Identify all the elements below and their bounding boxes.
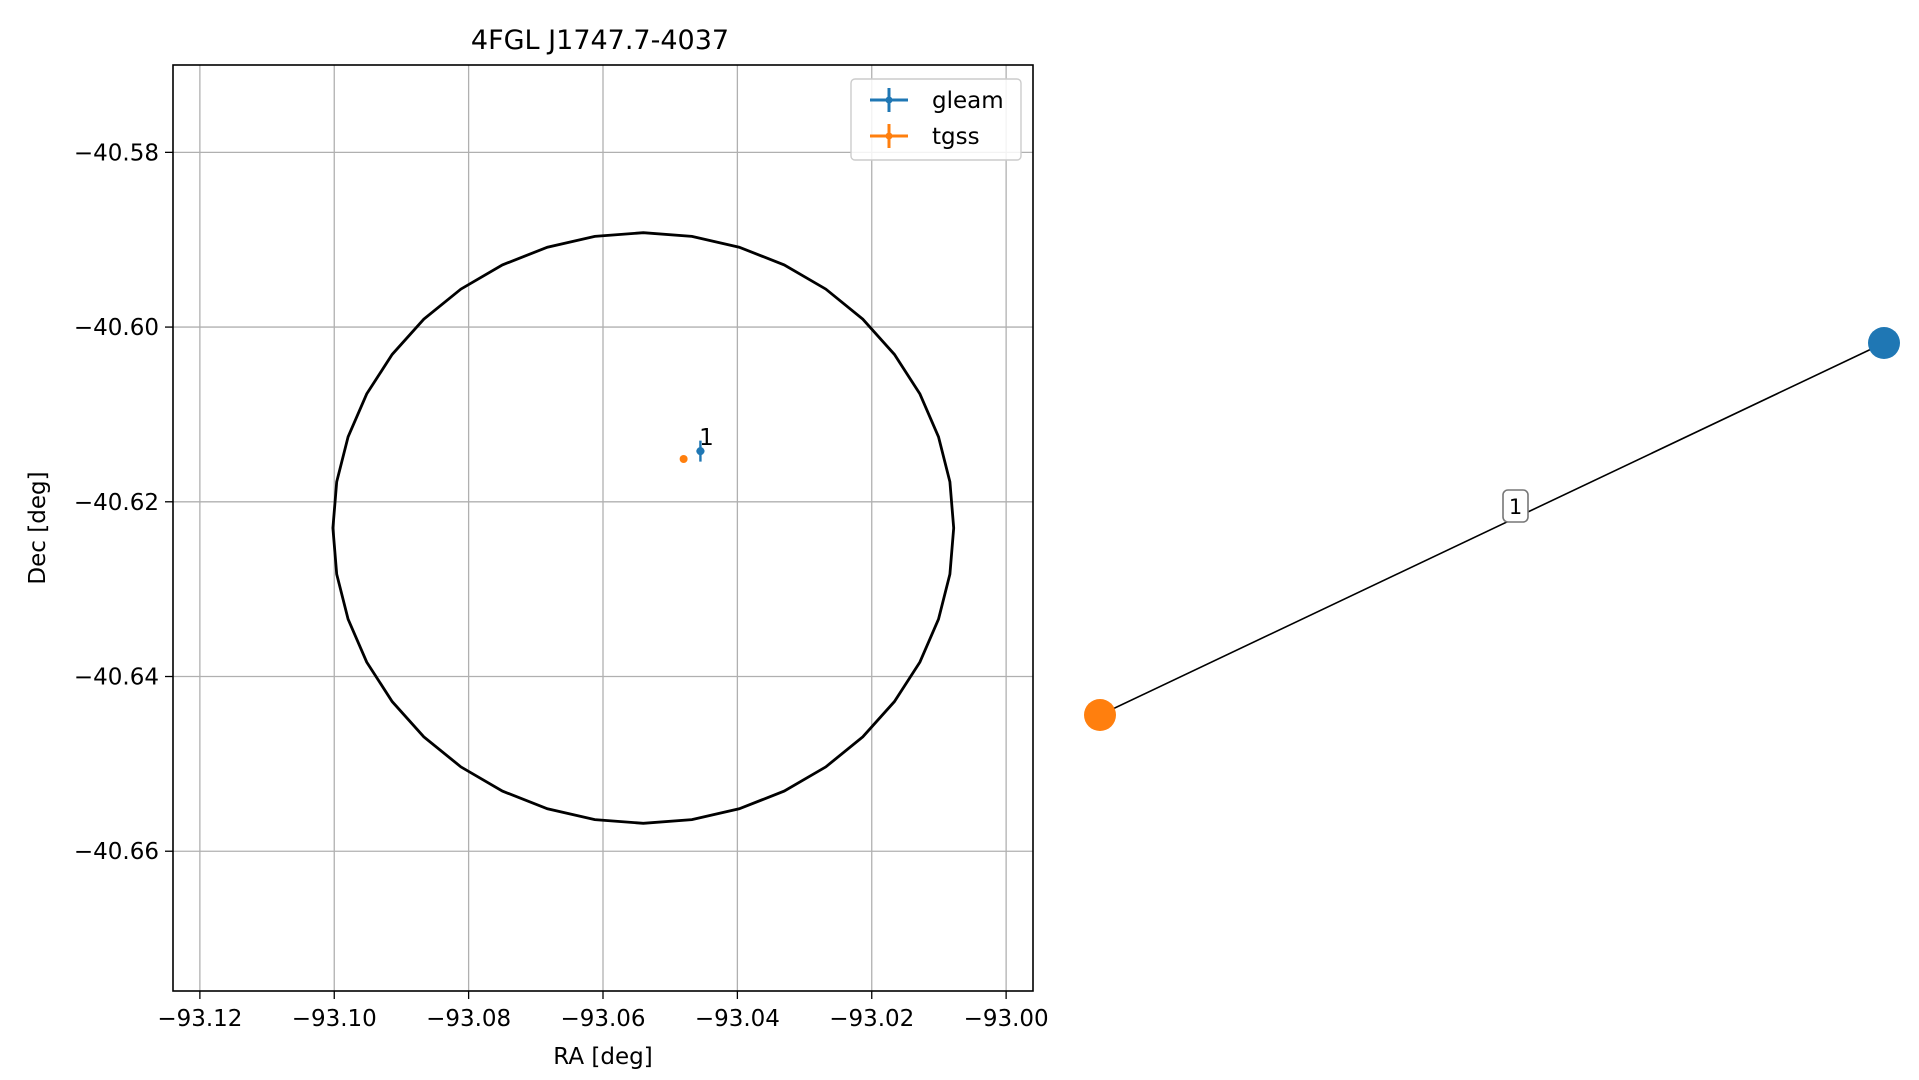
x-tick-label: −93.06	[560, 1006, 645, 1032]
y-tick-label: −40.58	[74, 140, 159, 166]
x-tick-label: −93.08	[426, 1006, 511, 1032]
y-tick-label: −40.66	[74, 839, 159, 865]
y-tick-label: −40.62	[74, 490, 159, 516]
x-tick-label: −93.10	[292, 1006, 377, 1032]
x-tick-label: −93.00	[964, 1006, 1049, 1032]
legend-marker-gleam	[870, 88, 908, 112]
y-axis-label: Dec [deg]	[25, 471, 51, 584]
match-network: 1	[1084, 327, 1900, 731]
x-axis-label: RA [deg]	[553, 1044, 652, 1070]
data-point-tgss	[679, 454, 688, 463]
localization-circle-outline	[331, 231, 956, 825]
y-tick-label: −40.60	[74, 315, 159, 341]
legend-marker-tgss	[870, 124, 908, 148]
sky-position-chart: 4FGL J1747.7-4037 1 −93.12 −93.10 −93.08 −9…	[25, 25, 1049, 1070]
y-tick-label: −40.64	[74, 665, 159, 691]
legend-label-tgss: tgss	[932, 124, 980, 150]
chart-title: 4FGL J1747.7-4037	[471, 25, 729, 56]
network-edge-label-box	[1502, 489, 1529, 523]
x-tick-label: −93.12	[157, 1006, 242, 1032]
x-tick-label: −93.02	[829, 1006, 914, 1032]
legend-label-gleam: gleam	[932, 88, 1004, 114]
point-annotation: 1	[699, 425, 714, 451]
network-node-gleam	[1868, 327, 1900, 359]
network-node-tgss	[1084, 699, 1116, 731]
network-edge-label: 1	[1509, 495, 1522, 519]
x-tick-label: −93.04	[695, 1006, 780, 1032]
localization-circle	[331, 231, 956, 825]
grid	[173, 65, 1033, 991]
axis-ticks: −93.12 −93.10 −93.08 −93.06 −93.04 −93.02 −93.…	[74, 140, 1049, 1032]
data-point-gleam	[696, 447, 705, 456]
legend: gleam tgss	[850, 78, 1022, 161]
data-points: 1	[679, 425, 714, 463]
network-edge	[1099, 342, 1885, 716]
